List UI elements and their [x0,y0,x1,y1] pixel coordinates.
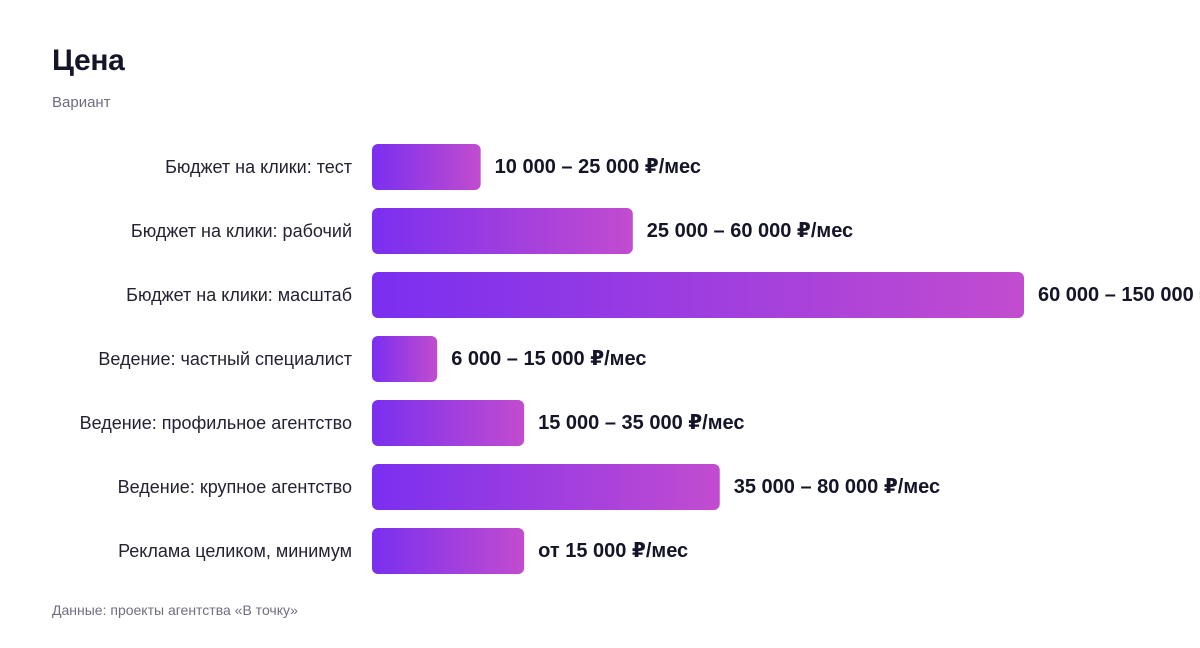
category-label: Бюджет на клики: масштаб [126,285,352,305]
bar [372,144,481,190]
value-label: 10 000 – 25 000 ₽/мес [495,156,701,178]
category-label: Реклама целиком, минимум [118,541,352,561]
category-label: Ведение: крупное агентство [118,477,352,497]
value-label: 25 000 – 60 000 ₽/мес [647,220,853,242]
category-label: Ведение: частный специалист [98,349,352,369]
value-label: 6 000 – 15 000 ₽/мес [451,348,646,370]
bar [372,272,1024,318]
bar [372,528,525,574]
value-label: 35 000 – 80 000 ₽/мес [734,476,940,498]
bar [372,336,438,382]
value-label: 60 000 – 150 000 ₽/мес [1038,284,1200,306]
category-label: Бюджет на клики: рабочий [131,221,352,241]
bar [372,464,720,510]
bars-layer: Бюджет на клики: тест 10 000 – 25 000 ₽/м… [80,144,1200,574]
bar [372,400,525,446]
source-note: Данные: проекты агентства «В точку» [52,602,298,618]
value-label: 15 000 – 35 000 ₽/мес [538,412,744,434]
chart-subtitle: Вариант [52,94,111,111]
value-label: от 15 000 ₽/мес [538,540,688,562]
bar [372,208,633,254]
category-label: Ведение: профильное агентство [80,413,352,433]
chart-title: Цена [52,44,125,77]
category-label: Бюджет на клики: тест [165,157,352,177]
